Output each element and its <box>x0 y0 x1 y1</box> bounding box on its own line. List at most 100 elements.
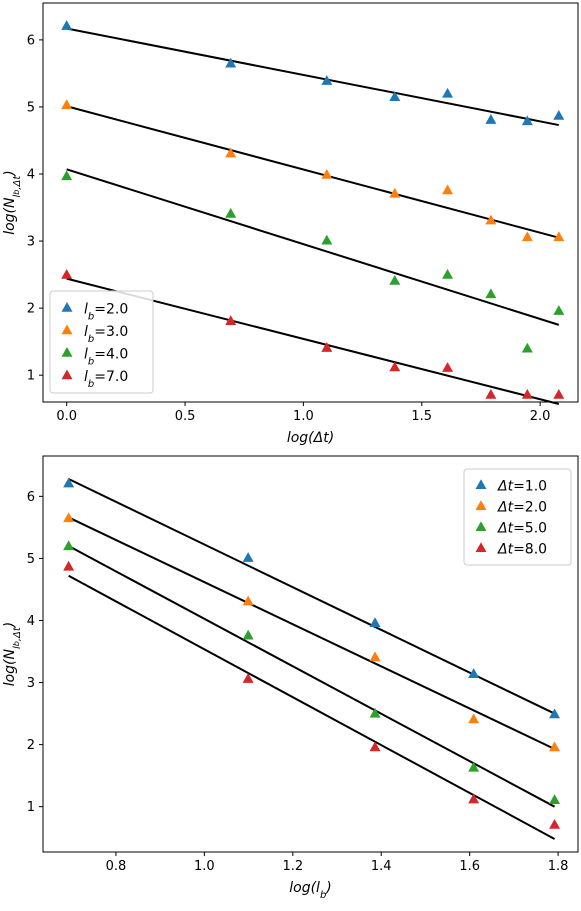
data-point <box>321 234 333 245</box>
data-point <box>63 477 75 488</box>
legend-marker <box>475 521 487 531</box>
legend: Δt=1.0Δt=2.0Δt=5.0Δt=8.0 <box>463 468 572 566</box>
y-axis-label: log(Nlb,Δt) <box>2 170 23 235</box>
data-point <box>521 115 533 126</box>
legend-label-base: Δt <box>497 500 514 516</box>
data-point <box>549 708 561 719</box>
legend-label-base: l <box>84 324 88 340</box>
data-point <box>242 595 254 606</box>
data-point <box>553 388 565 399</box>
legend-label-base: l <box>84 369 88 385</box>
y-tick-label: 2 <box>27 302 35 317</box>
legend-marker <box>475 500 487 510</box>
label-part: log(N <box>2 197 18 235</box>
data-point <box>61 170 73 181</box>
legend-label-value: =8.0 <box>513 542 547 558</box>
data-point <box>369 707 381 718</box>
data-point <box>553 231 565 242</box>
data-point <box>468 761 480 772</box>
legend-marker <box>61 346 73 357</box>
legend-label-sub: b <box>88 311 94 322</box>
legend-marker <box>475 479 487 489</box>
data-point <box>521 231 533 242</box>
label-part2: ) <box>325 880 331 896</box>
x-axis-label: log(lb) <box>289 880 332 901</box>
data-point <box>468 793 480 804</box>
x-tick-label: 1.5 <box>411 409 432 424</box>
label-part2: ) <box>2 622 18 628</box>
label-sub2: ,Δt <box>12 626 23 641</box>
fit-line <box>66 27 560 127</box>
legend-label: Δt=1.0 <box>497 479 547 495</box>
fit-line <box>66 168 560 326</box>
legend-label-base: l <box>84 301 88 317</box>
legend-marker <box>61 301 73 312</box>
legend: lb=2.0lb=3.0lb=4.0lb=7.0 <box>49 290 154 394</box>
fit-line <box>68 545 556 808</box>
legend-label-base: Δt <box>497 542 514 558</box>
label-sub2: ,Δt <box>12 175 23 190</box>
data-point <box>242 552 254 562</box>
data-point <box>468 668 480 678</box>
data-point <box>369 741 381 752</box>
data-point <box>369 651 381 662</box>
data-point <box>225 147 237 158</box>
y-axis-label: log(Nlb,Δt) <box>2 622 23 687</box>
data-point <box>242 673 254 683</box>
y-tick-label: 4 <box>27 614 35 629</box>
data-point <box>521 388 533 399</box>
legend-label-value: =1.0 <box>513 479 547 495</box>
y-tick-label: 6 <box>27 33 35 48</box>
x-tick-label: 1.0 <box>194 859 215 874</box>
data-point <box>321 169 333 179</box>
x-tick-label: 1.8 <box>548 859 569 874</box>
data-point <box>63 540 75 551</box>
legend-box <box>463 468 572 566</box>
y-tick-label: 1 <box>27 800 35 815</box>
legend-label-sub: b <box>88 378 94 389</box>
plot-frame <box>42 2 579 403</box>
legend-label-value: =5.0 <box>513 521 547 537</box>
x-tick-label: 0.0 <box>56 409 77 424</box>
data-point <box>485 388 497 399</box>
x-tick-label: 2.0 <box>530 409 551 424</box>
data-point <box>389 187 401 198</box>
legend-label-value: =2.0 <box>513 500 547 516</box>
data-point <box>442 362 454 372</box>
label-sub: l <box>12 646 23 649</box>
legend-marker <box>475 542 487 552</box>
label-sub: b <box>320 890 326 901</box>
legend-label-value: =3.0 <box>94 324 128 340</box>
data-point <box>225 315 237 325</box>
legend-label: lb=3.0 <box>84 324 128 345</box>
legend-label-sub: b <box>88 333 94 344</box>
y-tick-label: 3 <box>27 235 35 250</box>
data-point <box>389 274 401 285</box>
data-point <box>61 99 73 110</box>
data-point <box>389 91 401 102</box>
plot-frame <box>42 455 579 853</box>
data-point <box>242 629 254 640</box>
y-tick-label: 6 <box>27 490 35 505</box>
data-point <box>485 114 497 124</box>
label-sub: l <box>12 195 23 198</box>
data-point <box>521 342 533 353</box>
data-point <box>389 361 401 372</box>
data-point <box>321 342 333 352</box>
label-subsub: b <box>12 641 21 646</box>
y-tick-label: 3 <box>27 676 35 691</box>
data-point <box>468 713 480 724</box>
legend-label: lb=4.0 <box>84 346 128 367</box>
data-point <box>549 819 561 829</box>
data-point <box>63 560 75 571</box>
y-tick-label: 5 <box>27 100 35 115</box>
data-point <box>442 268 454 279</box>
data-point <box>553 110 565 120</box>
label-part: log(l <box>289 880 320 896</box>
x-tick-label: 1.2 <box>282 859 303 874</box>
legend-label-base: l <box>84 346 88 362</box>
x-tick-label: 0.5 <box>175 409 196 424</box>
label-part2: ) <box>2 170 18 176</box>
data-point <box>553 305 565 315</box>
